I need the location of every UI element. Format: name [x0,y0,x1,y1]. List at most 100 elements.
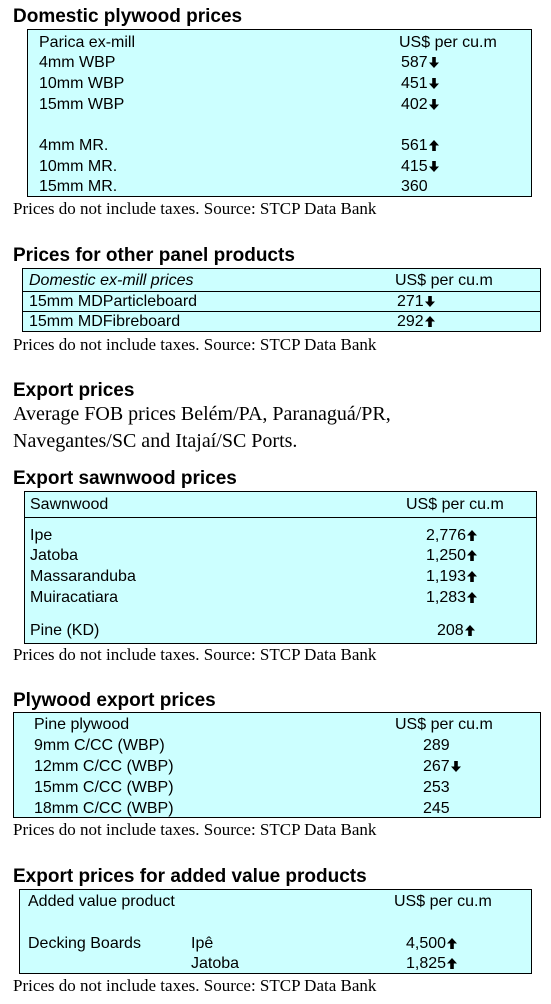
table-row: 10mm MR. 415 [28,156,531,177]
header-unit: US$ per cu.m [395,716,493,733]
row-value: 1,193 [426,566,478,587]
price: 267 [423,758,450,775]
arrow-down-icon [428,57,439,68]
table-row: 4mm WBP 587 [28,52,531,73]
row-label: Ipe [30,527,53,544]
header-unit: US$ per cu.m [395,272,493,289]
export-prices-title: Export prices [13,380,135,401]
arrow-up-icon [464,625,475,636]
row-label: 15mm WBP [39,96,125,113]
row-label: Jatoba [30,547,79,564]
table-row: 15mm MR. 360 [28,176,531,197]
row-value: 1,250 [426,545,478,566]
row-value: 292 [397,311,435,332]
row-label: Jatoba [191,955,240,972]
arrow-down-icon [424,296,435,307]
arrow-down-icon [428,99,439,110]
row-divider [23,311,540,312]
table-row: Jatoba 1,250 [25,545,536,566]
header-label: Added value product [28,893,175,910]
table-row: Decking Boards Ipê 4,500 [20,933,531,954]
row-label: 4mm MR. [39,137,109,154]
price: 1,250 [426,547,467,564]
row-label: 4mm WBP [39,54,116,71]
table-header: Added value product US$ per cu.m [20,891,531,912]
export-prices-text-line2: Navegantes/SC and Itajaí/SC Ports. [13,430,298,452]
price: 451 [401,75,428,92]
table-header: Pine plywood US$ per cu.m [14,714,540,735]
row-value: 402 [401,94,439,115]
row-value: 271 [397,291,435,312]
header-label: Parica ex-mill [39,34,136,51]
row-label: 15mm MDFibreboard [29,313,181,330]
table-header: Domestic ex-mill prices US$ per cu.m [23,270,540,291]
table-row: Jatoba 1,825 [20,953,531,974]
row-value: 1,283 [426,587,478,608]
table-row: Pine (KD) 208 [25,620,536,641]
table-row: Massaranduba 1,193 [25,566,536,587]
other-panels-title: Prices for other panel products [13,245,295,266]
table-row: 15mm MDFibreboard 292 [23,311,540,332]
price: 253 [423,779,450,796]
row-label: Ipê [191,935,214,952]
arrow-up-icon [447,938,458,949]
row-label: Massaranduba [30,568,136,585]
row-label: 10mm MR. [39,158,118,175]
table-row: 4mm MR. 561 [28,135,531,156]
table-header: Parica ex-mill US$ per cu.m [28,32,531,53]
row-value: 1,825 [406,953,458,974]
table-row: 15mm WBP 402 [28,94,531,115]
export-prices-text-line1: Average FOB prices Belém/PA, Paranaguá/P… [13,403,391,425]
table-row: 12mm C/CC (WBP) 267 [14,756,540,777]
row-value: 245 [423,798,450,819]
row-value: 267 [423,756,461,777]
row-value: 561 [401,135,439,156]
header-divider [25,517,536,518]
row-label: 15mm C/CC (WBP) [34,779,174,796]
price: 360 [401,178,428,195]
price: 1,283 [426,589,467,606]
arrow-up-icon [467,550,478,561]
group-label: Decking Boards [28,935,141,952]
header-unit: US$ per cu.m [394,893,492,910]
header-unit: US$ per cu.m [406,496,504,513]
price: 1,193 [426,568,467,585]
domestic-plywood-table: Parica ex-mill US$ per cu.m 4mm WBP 587 … [27,29,532,197]
table-row: 18mm C/CC (WBP) 245 [14,798,540,819]
arrow-down-icon [428,161,439,172]
row-value: 360 [401,176,428,197]
row-label: Pine (KD) [30,622,100,639]
added-value-table: Added value product US$ per cu.m Decking… [19,889,532,974]
table-header: Sawnwood US$ per cu.m [25,494,536,515]
row-label: 10mm WBP [39,75,125,92]
price: 208 [437,622,464,639]
table-row: 9mm C/CC (WBP) 289 [14,735,540,756]
row-value: 415 [401,156,439,177]
price: 4,500 [406,935,447,952]
arrow-up-icon [424,316,435,327]
arrow-up-icon [447,958,458,969]
header-label: Domestic ex-mill prices [29,272,194,289]
arrow-down-icon [450,761,461,772]
arrow-up-icon [467,530,478,541]
table-row: 10mm WBP 451 [28,73,531,94]
export-sawnwood-table: Sawnwood US$ per cu.m Ipe 2,776 Jatoba 1… [24,491,537,644]
table-row: 15mm C/CC (WBP) 253 [14,777,540,798]
table-row: Ipe 2,776 [25,525,536,546]
source-note: Prices do not include taxes. Source: STC… [13,645,377,664]
header-label: Sawnwood [30,496,109,513]
row-value: 2,776 [426,525,478,546]
added-value-title: Export prices for added value products [13,866,367,887]
domestic-plywood-title: Domestic plywood prices [13,6,243,27]
arrow-up-icon [467,571,478,582]
price: 402 [401,96,428,113]
source-note: Prices do not include taxes. Source: STC… [13,976,377,995]
row-value: 253 [423,777,450,798]
price: 587 [401,54,428,71]
price: 415 [401,158,428,175]
row-value: 587 [401,52,439,73]
price: 271 [397,293,424,310]
row-value: 208 [437,620,475,641]
header-label: Pine plywood [34,716,130,733]
row-label: 18mm C/CC (WBP) [34,800,174,817]
